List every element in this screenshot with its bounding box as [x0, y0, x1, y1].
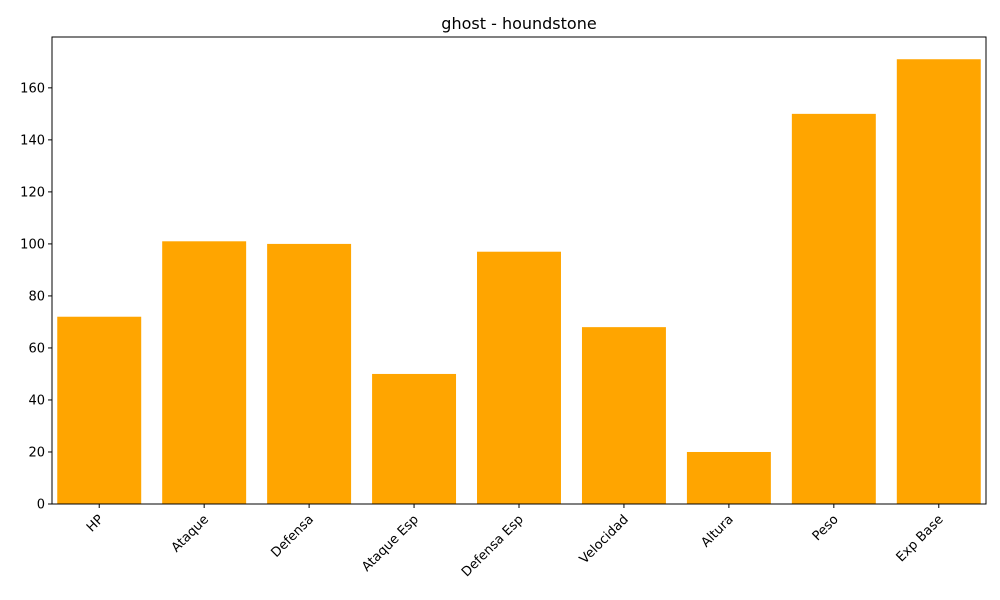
y-tick-label: 60 [28, 341, 45, 356]
x-tick-label: HP [84, 512, 107, 535]
bar-defensa [267, 243, 352, 504]
plot-frame [51, 36, 987, 505]
bar-defensa-esp [477, 251, 561, 504]
bar-exp-base [896, 59, 981, 505]
x-tick-label: Exp Base [894, 512, 947, 565]
y-tick-label: 140 [20, 133, 45, 148]
x-tick-label: Altura [698, 512, 736, 550]
y-tick-label: 20 [28, 445, 45, 460]
y-tick-label: 0 [37, 498, 45, 513]
x-tick-label: Ataque [169, 512, 212, 555]
bar-ataque [162, 241, 247, 505]
bars-group [57, 59, 981, 505]
x-tick-label: Peso [810, 512, 842, 544]
x-axis: HP Ataque Defensa Ataque Esp Defensa Esp Velo… [84, 504, 947, 580]
y-tick-label: 100 [20, 237, 45, 252]
bar-velocidad [581, 327, 666, 504]
x-tick-label: Defensa Esp [459, 512, 527, 580]
bar-altura [686, 451, 771, 504]
bar-hp [57, 316, 142, 504]
x-tick-label: Velocidad [577, 512, 632, 567]
y-tick-label: 40 [28, 393, 45, 408]
y-tick-label: 120 [20, 185, 45, 200]
y-axis: 0 20 40 60 80 100 120 140 160 [20, 81, 52, 513]
y-tick-label: 160 [20, 81, 45, 96]
bar-ataque-esp [372, 373, 457, 504]
x-tick-label: Defensa [268, 512, 316, 560]
y-tick-label: 80 [28, 289, 45, 304]
chart-title: ghost - houndstone [441, 14, 596, 33]
x-tick-label: Ataque Esp [359, 512, 422, 575]
bar-peso [791, 113, 876, 505]
